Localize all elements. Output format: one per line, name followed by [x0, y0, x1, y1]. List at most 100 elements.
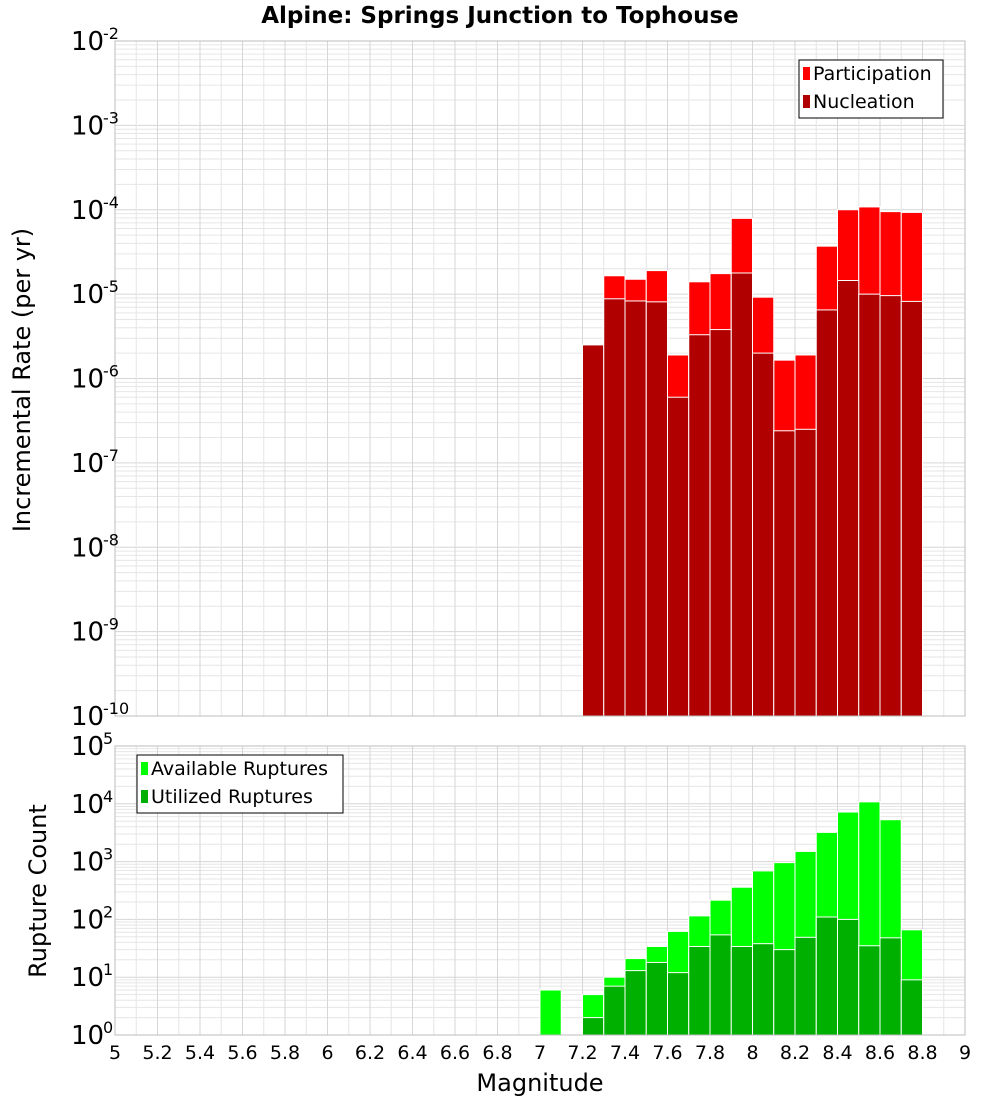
- count-y-tick-exponent: 2: [103, 902, 113, 921]
- rate-y-tick-base: 10: [71, 111, 104, 141]
- rate-bar-nucleation: [900, 300, 923, 717]
- count-legend-label: Utilized Ruptures: [151, 786, 313, 808]
- rate-bar-nucleation: [624, 300, 647, 717]
- x-tick-label: 8.4: [822, 1042, 852, 1064]
- count-bar-utilized-ruptures: [624, 970, 647, 1036]
- count-bar-utilized-ruptures: [645, 961, 668, 1036]
- count-bar-utilized-ruptures: [752, 943, 775, 1036]
- x-tick-label: 7.4: [610, 1042, 640, 1064]
- count-y-tick-label: 102: [71, 902, 113, 935]
- rate-y-tick-exponent: -7: [103, 446, 119, 465]
- x-tick-label: 8: [746, 1042, 758, 1064]
- count-y-tick-exponent: 0: [103, 1018, 113, 1037]
- x-tick-label: 9: [959, 1042, 971, 1064]
- rate-plot-frame: [114, 40, 966, 717]
- rate-bar-nucleation: [879, 295, 902, 717]
- count-legend: Available Ruptures Utilized Ruptures: [136, 754, 344, 814]
- rate-legend-label: Nucleation: [813, 91, 915, 113]
- rate-bar-nucleation: [730, 272, 753, 717]
- x-tick-label: 5.6: [227, 1042, 257, 1064]
- rate-bar-nucleation: [603, 298, 626, 717]
- rate-legend-label: Participation: [813, 63, 932, 85]
- x-tick-label: 7.8: [695, 1042, 725, 1064]
- rate-bar-nucleation: [752, 352, 775, 717]
- rate-y-tick-label: 10-2: [71, 24, 119, 57]
- count-y-tick-exponent: 5: [103, 729, 113, 748]
- count-legend-swatch: [141, 762, 148, 775]
- rate-y-tick-base: 10: [71, 449, 104, 479]
- count-plot-frame: [114, 745, 966, 1036]
- count-y-tick-base: 10: [71, 1021, 104, 1051]
- rate-y-tick-exponent: -10: [103, 699, 129, 718]
- x-tick-label: 6: [321, 1042, 333, 1064]
- count-y-tick-base: 10: [71, 905, 104, 935]
- count-y-tick-base: 10: [71, 732, 104, 762]
- x-axis-label: Magnitude: [476, 1069, 603, 1097]
- rate-bar-nucleation: [837, 280, 860, 717]
- rate-bar-nucleation: [858, 293, 881, 717]
- rate-y-tick-exponent: -6: [103, 362, 119, 381]
- rate-bar-nucleation: [794, 428, 817, 717]
- rate-legend-box: [798, 59, 944, 119]
- rate-y-tick-label: 10-7: [71, 446, 119, 479]
- count-bar-utilized-ruptures: [794, 936, 817, 1036]
- rate-y-tick-label: 10-4: [71, 193, 119, 226]
- count-legend-box: [136, 754, 344, 814]
- rate-y-tick-base: 10: [71, 196, 104, 226]
- count-bar-utilized-ruptures: [837, 918, 860, 1036]
- x-tick-label: 5.2: [142, 1042, 172, 1064]
- rate-y-tick-exponent: -3: [103, 108, 119, 127]
- count-y-tick-label: 104: [71, 787, 113, 820]
- x-tick-label: 7.6: [652, 1042, 682, 1064]
- count-y-tick-exponent: 3: [103, 845, 113, 864]
- rate-y-tick-exponent: -8: [103, 530, 119, 549]
- rate-y-tick-label: 10-6: [71, 362, 119, 395]
- count-y-tick-exponent: 1: [103, 960, 113, 979]
- count-y-tick-label: 101: [71, 960, 113, 993]
- rate-y-tick-exponent: -4: [103, 193, 119, 212]
- x-tick-label: 6.8: [482, 1042, 512, 1064]
- count-y-tick-label: 100: [71, 1018, 113, 1051]
- rate-y-tick-base: 10: [71, 618, 104, 648]
- rate-y-tick-exponent: -9: [103, 615, 119, 634]
- count-bar-utilized-ruptures: [900, 979, 923, 1036]
- x-tick-label: 5.8: [270, 1042, 300, 1064]
- rate-y-tick-base: 10: [71, 27, 104, 57]
- x-tick-label: 8.6: [865, 1042, 895, 1064]
- count-y-tick-base: 10: [71, 790, 104, 820]
- rate-bar-nucleation: [645, 301, 668, 717]
- rate-y-tick-exponent: -5: [103, 277, 119, 296]
- x-tick-label: 7.2: [567, 1042, 597, 1064]
- chart-title: Alpine: Springs Junction to Tophouse: [261, 3, 739, 29]
- rate-bar-nucleation: [815, 309, 838, 717]
- count-bar-utilized-ruptures: [730, 945, 753, 1036]
- count-bar-utilized-ruptures: [603, 985, 626, 1036]
- rate-y-tick-base: 10: [71, 280, 104, 310]
- rate-bar-nucleation: [582, 344, 605, 717]
- rate-legend-swatch: [803, 95, 810, 108]
- rate-bar-nucleation: [773, 430, 796, 717]
- rate-y-tick-base: 10: [71, 365, 104, 395]
- count-legend-label: Available Ruptures: [151, 758, 328, 780]
- rate-y-tick-label: 10-3: [71, 108, 119, 141]
- x-tick-label: 6.6: [440, 1042, 470, 1064]
- rate-legend: Participation Nucleation: [798, 59, 944, 119]
- count-y-tick-label: 105: [71, 729, 113, 762]
- rate-legend-swatch: [803, 67, 810, 80]
- rate-bar-nucleation: [688, 334, 711, 717]
- count-bar-utilized-ruptures: [773, 949, 796, 1036]
- count-bar-utilized-ruptures: [879, 937, 902, 1036]
- rate-bar-nucleation: [709, 329, 732, 717]
- rate-y-tick-label: 10-5: [71, 277, 119, 310]
- count-bar-utilized-ruptures: [688, 945, 711, 1036]
- x-tick-label: 8.2: [780, 1042, 810, 1064]
- x-tick-label: 6.4: [397, 1042, 427, 1064]
- x-tick-label: 5: [109, 1042, 121, 1064]
- x-tick-label: 5.4: [185, 1042, 215, 1064]
- rate-y-tick-label: 10-9: [71, 615, 119, 648]
- rate-y-tick-exponent: -2: [103, 24, 119, 43]
- count-y-tick-exponent: 4: [103, 787, 113, 806]
